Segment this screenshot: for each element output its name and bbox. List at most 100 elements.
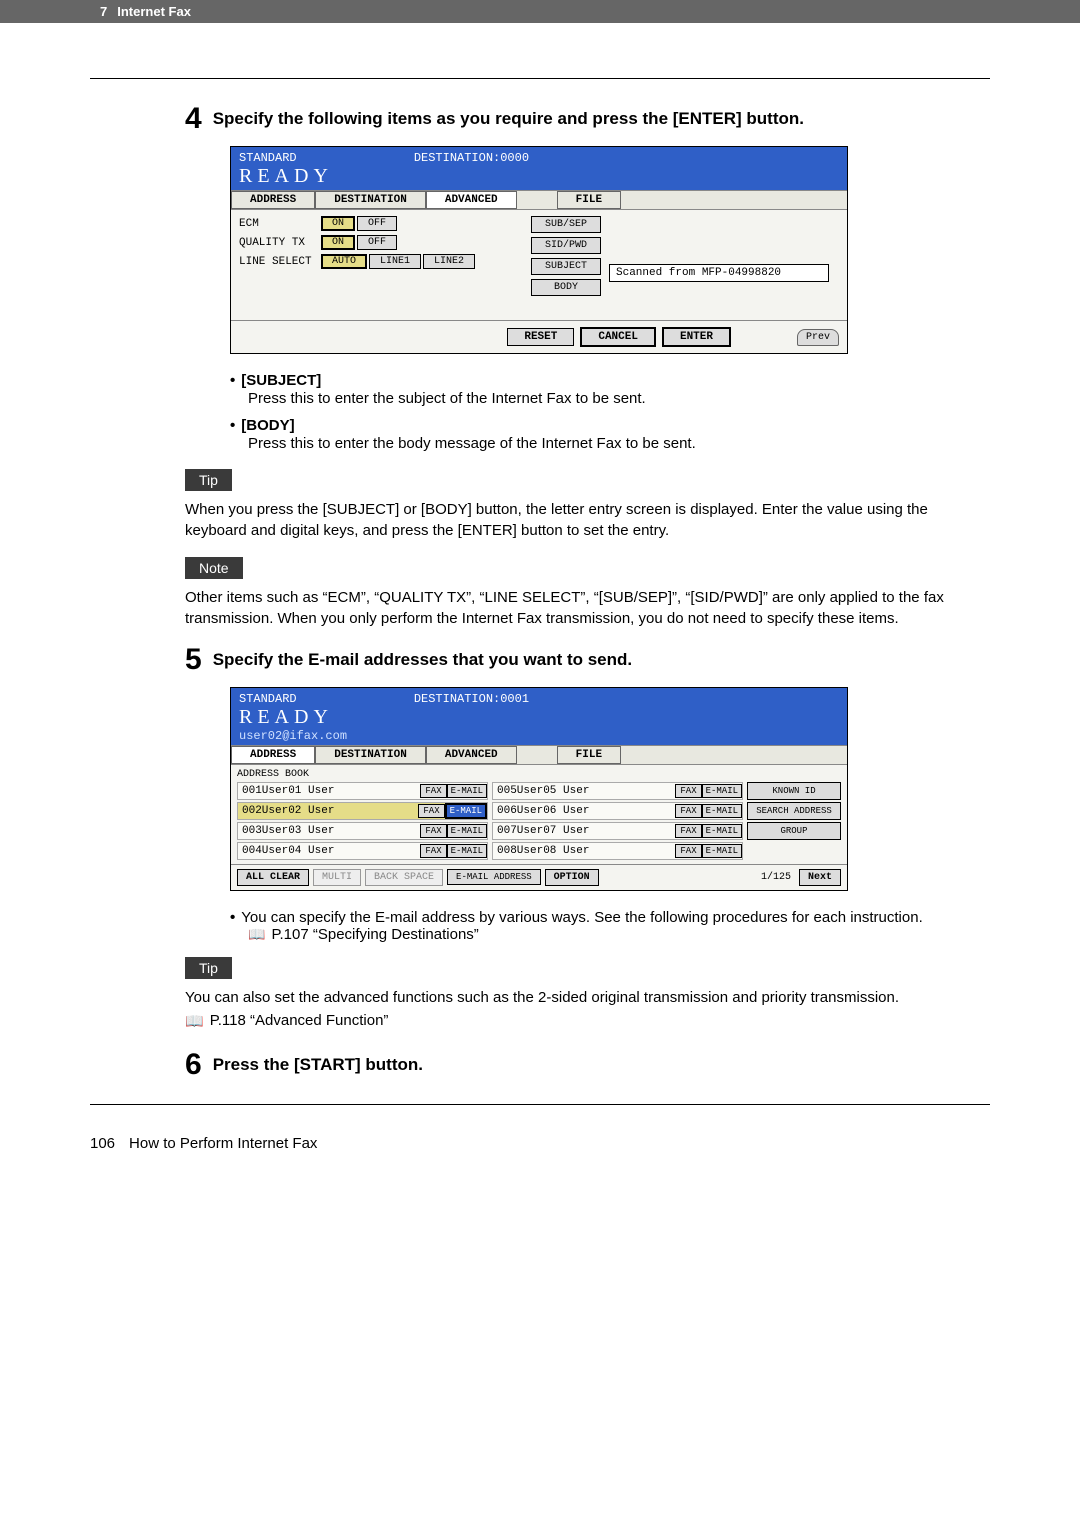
multi-button[interactable]: MULTI <box>313 869 361 886</box>
tip5-text: You can also set the advanced functions … <box>185 987 990 1008</box>
ref-link: P.118 “Advanced Function” <box>210 1012 389 1029</box>
bullet5-text: You can specify the E-mail address by va… <box>241 909 922 926</box>
body-button[interactable]: BODY <box>531 279 601 296</box>
ecm-off-button[interactable]: OFF <box>357 216 397 231</box>
email-button[interactable]: E-MAIL <box>702 784 742 798</box>
quality-off-button[interactable]: OFF <box>357 235 397 250</box>
ss-ready: READY <box>239 165 839 188</box>
line1-button[interactable]: LINE1 <box>369 254 421 269</box>
entry-name: 006User06 User <box>493 803 675 819</box>
ref-link: P.107 “Specifying Destinations” <box>271 926 478 943</box>
list-item[interactable]: 004User04 UserFAXE-MAIL <box>237 842 488 860</box>
page-indicator: 1/125 <box>761 872 791 883</box>
next-button[interactable]: Next <box>799 869 841 886</box>
ss-body: ECM ON OFF QUALITY TX ON OFF LINE SELECT… <box>231 210 847 320</box>
subject-input[interactable]: Scanned from MFP-04998820 <box>609 264 829 282</box>
sidpwd-button[interactable]: SID/PWD <box>531 237 601 254</box>
ecm-on-button[interactable]: ON <box>321 216 355 231</box>
known-id-button[interactable]: KNOWN ID <box>747 782 841 800</box>
list-item[interactable]: 002User02 UserFAXE-MAIL <box>237 802 488 820</box>
label-quality: QUALITY TX <box>239 237 321 249</box>
bullet-body-subject: Press this to enter the subject of the I… <box>248 389 990 409</box>
subsep-button[interactable]: SUB/SEP <box>531 216 601 233</box>
tab-advanced[interactable]: ADVANCED <box>426 746 517 764</box>
ss-destination: DESTINATION:0000 <box>414 151 529 165</box>
line-auto-button[interactable]: AUTO <box>321 254 367 269</box>
email-button[interactable]: E-MAIL <box>447 844 487 858</box>
step-number: 4 <box>185 104 201 134</box>
list-item[interactable]: 005User05 UserFAXE-MAIL <box>492 782 743 800</box>
email-button[interactable]: E-MAIL <box>447 784 487 798</box>
email-button[interactable]: E-MAIL <box>447 824 487 838</box>
entry-name: 001User01 User <box>238 783 420 799</box>
list-item[interactable]: 006User06 UserFAXE-MAIL <box>492 802 743 820</box>
step-number: 5 <box>185 645 201 675</box>
ss-destination: DESTINATION:0001 <box>414 692 529 706</box>
backspace-button[interactable]: BACK SPACE <box>365 869 443 886</box>
entry-name: 005User05 User <box>493 783 675 799</box>
search-address-button[interactable]: SEARCH ADDRESS <box>747 802 841 820</box>
fax-button[interactable]: FAX <box>675 824 701 838</box>
line2-button[interactable]: LINE2 <box>423 254 475 269</box>
page-header: 7 Internet Fax <box>0 0 1080 23</box>
label-line: LINE SELECT <box>239 256 321 268</box>
ss2-footer: ALL CLEAR MULTI BACK SPACE E-MAIL ADDRES… <box>231 864 847 890</box>
tab-file[interactable]: FILE <box>557 746 621 764</box>
tab-file[interactable]: FILE <box>557 191 621 209</box>
ss-ready: READY <box>239 706 839 729</box>
cancel-button[interactable]: CANCEL <box>580 327 656 347</box>
bullet-dot: • <box>230 372 235 389</box>
email-button[interactable]: E-MAIL <box>702 804 742 818</box>
step-text: Press the [START] button. <box>213 1050 423 1076</box>
book-icon: 📖 <box>248 926 265 943</box>
fax-button[interactable]: FAX <box>420 784 446 798</box>
subject-button[interactable]: SUBJECT <box>531 258 601 275</box>
book-icon: 📖 <box>185 1012 204 1030</box>
email-button[interactable]: E-MAIL <box>445 803 487 819</box>
ss-standard: STANDARD <box>239 692 297 706</box>
list-item[interactable]: 008User08 UserFAXE-MAIL <box>492 842 743 860</box>
tab-destination[interactable]: DESTINATION <box>315 746 426 764</box>
fax-button[interactable]: FAX <box>675 804 701 818</box>
enter-button[interactable]: ENTER <box>662 327 731 347</box>
fax-button[interactable]: FAX <box>418 804 444 818</box>
fax-button[interactable]: FAX <box>675 844 701 858</box>
top-rule <box>90 78 990 79</box>
page-footer: 106 How to Perform Internet Fax <box>90 1135 990 1182</box>
ss-header: STANDARD DESTINATION:0000 READY <box>231 147 847 190</box>
step-text: Specify the E-mail addresses that you wa… <box>213 645 632 671</box>
email-address-button[interactable]: E-MAIL ADDRESS <box>447 869 541 885</box>
all-clear-button[interactable]: ALL CLEAR <box>237 869 309 886</box>
tab-advanced[interactable]: ADVANCED <box>426 191 517 209</box>
fax-button[interactable]: FAX <box>420 844 446 858</box>
chapter-title: Internet Fax <box>117 4 191 19</box>
list-item[interactable]: 001User01 UserFAXE-MAIL <box>237 782 488 800</box>
quality-on-button[interactable]: ON <box>321 235 355 250</box>
bullet-dot: • <box>230 909 235 926</box>
list-item[interactable]: 003User03 UserFAXE-MAIL <box>237 822 488 840</box>
reset-button[interactable]: RESET <box>507 328 574 346</box>
step-4: 4 Specify the following items as you req… <box>185 104 990 134</box>
page-number: 106 <box>90 1135 115 1152</box>
group-button[interactable]: GROUP <box>747 822 841 840</box>
entry-name: 004User04 User <box>238 843 420 859</box>
tab-destination[interactable]: DESTINATION <box>315 191 426 209</box>
list-item[interactable]: 007User07 UserFAXE-MAIL <box>492 822 743 840</box>
fax-button[interactable]: FAX <box>420 824 446 838</box>
entry-name: 003User03 User <box>238 823 420 839</box>
step4-bullets: •[SUBJECT] Press this to enter the subje… <box>230 372 990 455</box>
email-button[interactable]: E-MAIL <box>702 844 742 858</box>
email-button[interactable]: E-MAIL <box>702 824 742 838</box>
step-5: 5 Specify the E-mail addresses that you … <box>185 645 990 675</box>
fax-button[interactable]: FAX <box>675 784 701 798</box>
tab-address[interactable]: ADDRESS <box>231 746 315 764</box>
bullet-dot: • <box>230 417 235 434</box>
tip-tag: Tip <box>185 469 232 491</box>
option-button[interactable]: OPTION <box>545 869 599 886</box>
footer-title: How to Perform Internet Fax <box>129 1135 317 1152</box>
ss2-header: STANDARD DESTINATION:0001 READY user02@i… <box>231 688 847 745</box>
prev-button[interactable]: Prev <box>797 329 839 346</box>
tab-address[interactable]: ADDRESS <box>231 191 315 209</box>
ss-footer: RESET CANCEL ENTER Prev <box>231 320 847 353</box>
ss-standard: STANDARD <box>239 151 297 165</box>
